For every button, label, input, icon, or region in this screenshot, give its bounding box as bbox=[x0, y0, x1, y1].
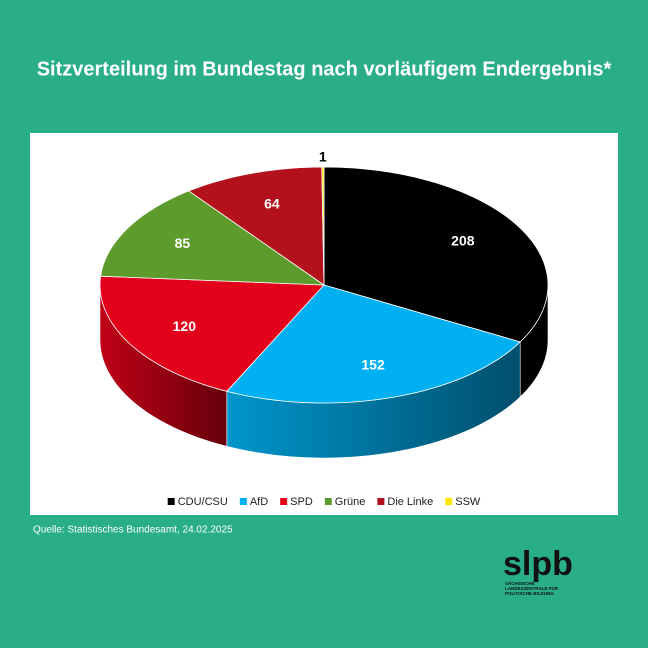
slice bbox=[100, 190, 326, 286]
legend-label: AfD bbox=[250, 496, 268, 508]
legend-label: CDU/CSU bbox=[178, 496, 228, 508]
legend-label: SSW bbox=[455, 496, 481, 508]
logo-text: slpb bbox=[503, 545, 573, 583]
legend-swatch bbox=[167, 498, 175, 505]
slice bbox=[321, 166, 325, 286]
slice bbox=[323, 166, 549, 343]
slice bbox=[226, 284, 521, 404]
legend: CDU/CSU AfD SPD Grüne Die Linke SSW bbox=[167, 496, 481, 508]
pie: 208 152 120 85 64 1 bbox=[99, 148, 549, 459]
legend-swatch bbox=[239, 498, 247, 505]
chart-title: Sitzverteilung im Bundestag nach vorläuf… bbox=[37, 58, 612, 80]
data-label: 208 bbox=[451, 232, 475, 248]
slice bbox=[99, 275, 325, 392]
data-label: 1 bbox=[319, 148, 327, 164]
legend-swatch bbox=[324, 498, 332, 505]
data-label: 85 bbox=[175, 235, 191, 251]
data-label: 120 bbox=[173, 318, 197, 334]
legend-label: SPD bbox=[290, 496, 313, 508]
logo-line: POLITISCHE BILDUNG bbox=[505, 591, 554, 596]
data-label: 64 bbox=[264, 195, 280, 211]
data-label: 152 bbox=[361, 357, 385, 373]
logo-line: LANDESZENTRALE FÜR bbox=[505, 585, 559, 591]
legend-swatch bbox=[377, 498, 385, 505]
slice bbox=[187, 166, 325, 286]
legend-swatch bbox=[445, 498, 453, 505]
source-note: Quelle: Statistisches Bundesamt, 24.02.2… bbox=[33, 525, 233, 536]
legend-swatch bbox=[280, 498, 288, 505]
legend-label: Grüne bbox=[335, 496, 366, 508]
logo-line: SÄCHSISCHE bbox=[505, 580, 535, 586]
legend-label: Die Linke bbox=[387, 496, 433, 508]
